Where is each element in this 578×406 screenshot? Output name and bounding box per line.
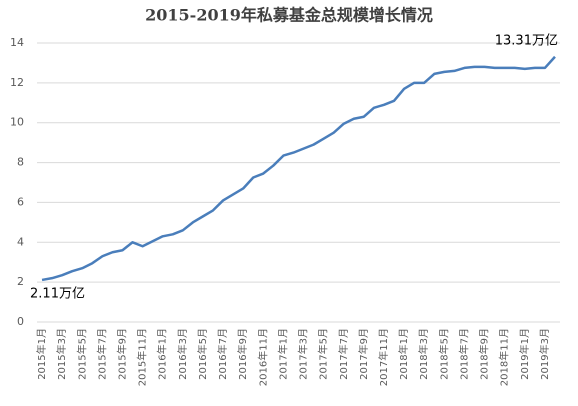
value-label: 2.11万亿 (30, 286, 85, 301)
x-tick-label: 2015年3月 (55, 328, 68, 380)
x-tick-label: 2015年11月 (136, 328, 149, 386)
y-tick-label: 8 (17, 156, 24, 169)
y-tick-label: 10 (10, 116, 24, 129)
x-tick-label: 2018年11月 (498, 328, 511, 386)
y-tick-label: 2 (17, 275, 24, 288)
x-tick-label: 2018年9月 (478, 328, 491, 380)
y-tick-label: 4 (17, 235, 24, 248)
x-tick-label: 2015年9月 (115, 328, 128, 380)
y-tick-label: 12 (10, 76, 24, 89)
x-tick-label: 2017年9月 (357, 328, 370, 380)
x-tick-label: 2016年7月 (216, 328, 229, 380)
x-tick-label: 2016年11月 (256, 328, 269, 386)
x-tick-label: 2016年5月 (196, 328, 209, 380)
value-label: 13.31万亿 (495, 33, 558, 48)
chart-title: 2015-2019年私募基金总规模增长情况 (145, 6, 433, 25)
y-tick-label: 14 (10, 36, 24, 49)
x-tick-label: 2017年1月 (276, 328, 289, 380)
x-tick-label: 2019年1月 (518, 328, 531, 380)
x-tick-label: 2018年1月 (397, 328, 410, 380)
x-tick-label: 2018年7月 (457, 328, 470, 380)
x-tick-label: 2016年9月 (236, 328, 249, 380)
x-tick-label: 2015年5月 (75, 328, 88, 380)
x-tick-label: 2016年3月 (176, 328, 189, 380)
x-tick-label: 2019年3月 (538, 328, 551, 380)
x-tick-label: 2016年1月 (156, 328, 169, 380)
y-tick-label: 6 (17, 195, 24, 208)
x-tick-label: 2017年5月 (317, 328, 330, 380)
x-tick-label: 2017年7月 (337, 328, 350, 380)
x-tick-label: 2017年11月 (377, 328, 390, 386)
x-tick-label: 2015年1月 (35, 328, 48, 380)
x-tick-label: 2015年7月 (95, 328, 108, 380)
x-tick-label: 2018年3月 (417, 328, 430, 380)
x-tick-label: 2018年5月 (437, 328, 450, 380)
y-tick-label: 0 (17, 315, 24, 328)
x-tick-label: 2017年3月 (297, 328, 310, 380)
data-line (41, 55, 556, 282)
